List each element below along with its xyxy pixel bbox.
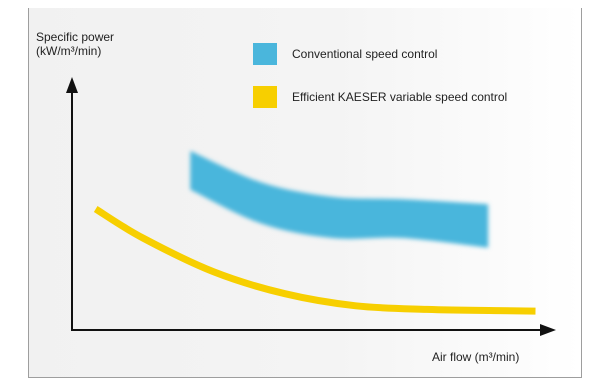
series-band-conventional [190,150,489,248]
legend-swatch-kaeser [253,86,277,108]
legend-label-conventional: Conventional speed control [292,47,438,61]
legend-label-kaeser: Efficient KAESER variable speed control [292,90,508,104]
legend-swatch-conventional [253,43,277,65]
x-axis-label: Air flow (m³/min) [432,350,520,364]
y-axis-label-line1: Specific power [36,30,115,44]
series-line-kaeser [93,206,536,315]
y-axis-label-line2: (kW/m³/min) [36,44,102,58]
y-axis-arrowhead [66,77,78,93]
x-axis-arrowhead [540,324,556,336]
